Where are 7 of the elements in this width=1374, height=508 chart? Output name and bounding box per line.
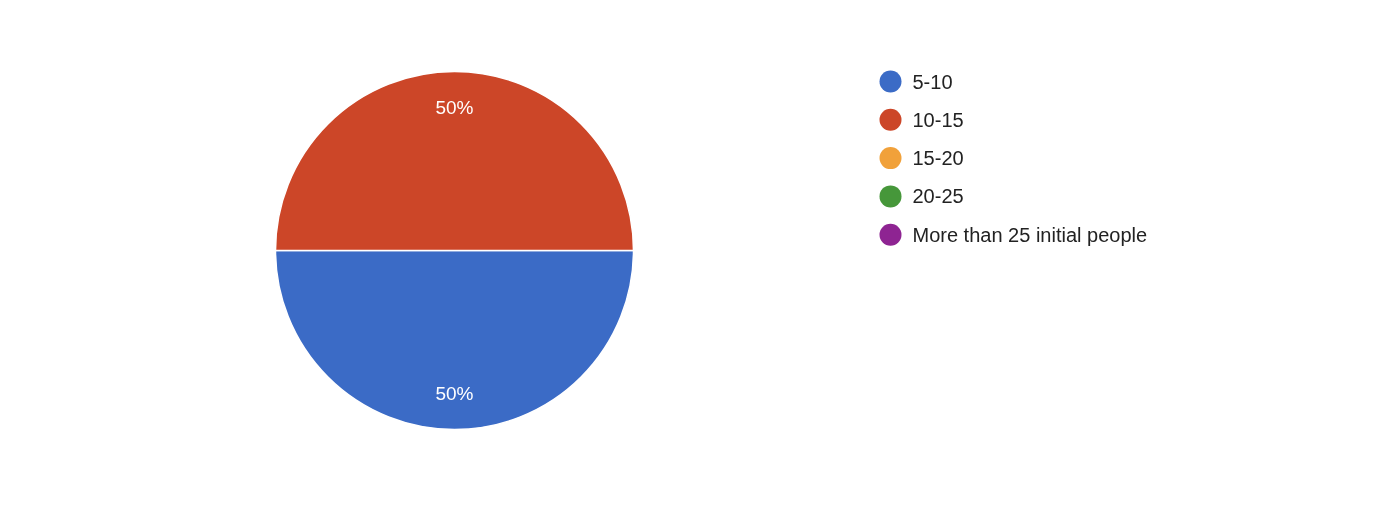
legend-label: 5-10 (912, 70, 953, 93)
legend-label: 10-15 (912, 108, 964, 131)
data-label: 50% (435, 383, 474, 405)
data-label: 50% (435, 96, 474, 118)
legend-label: More than 25 initial people (912, 223, 1148, 246)
legend-label: 20-25 (912, 185, 964, 208)
legend-label: 15-20 (912, 147, 964, 170)
